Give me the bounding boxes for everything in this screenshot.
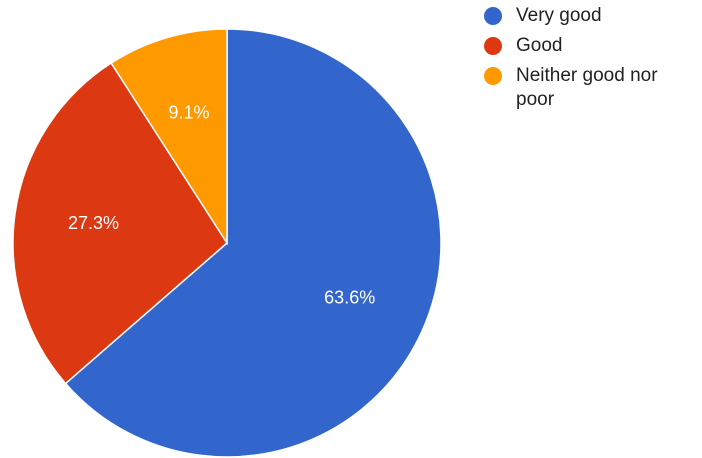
slice-label-good: 27.3% xyxy=(68,213,119,233)
legend-label: Good xyxy=(516,35,563,56)
pie-slice-good xyxy=(12,62,228,385)
pie-slice-very-good xyxy=(64,28,442,458)
pie-slices xyxy=(12,28,442,458)
chart-legend: Very good Good Neither good nor poor xyxy=(482,4,697,118)
legend-item-good: Good xyxy=(482,34,697,58)
pie-slice-labels: 63.6% 27.3% 9.1% xyxy=(68,102,375,307)
legend-label: Very good xyxy=(516,5,602,26)
pie-slice-neither-good-nor-poor xyxy=(110,28,228,246)
legend-item-very-good: Very good xyxy=(482,4,697,28)
slice-label-very-good: 63.6% xyxy=(324,288,375,308)
legend-label: Neither good nor poor xyxy=(516,65,658,110)
legend-swatch-icon xyxy=(484,7,502,25)
legend-swatch-icon xyxy=(484,67,502,85)
legend-swatch-icon xyxy=(484,37,502,55)
legend-item-neither-good-nor-poor: Neither good nor poor xyxy=(482,64,697,112)
slice-label-neither-good-nor-poor: 9.1% xyxy=(168,102,209,122)
